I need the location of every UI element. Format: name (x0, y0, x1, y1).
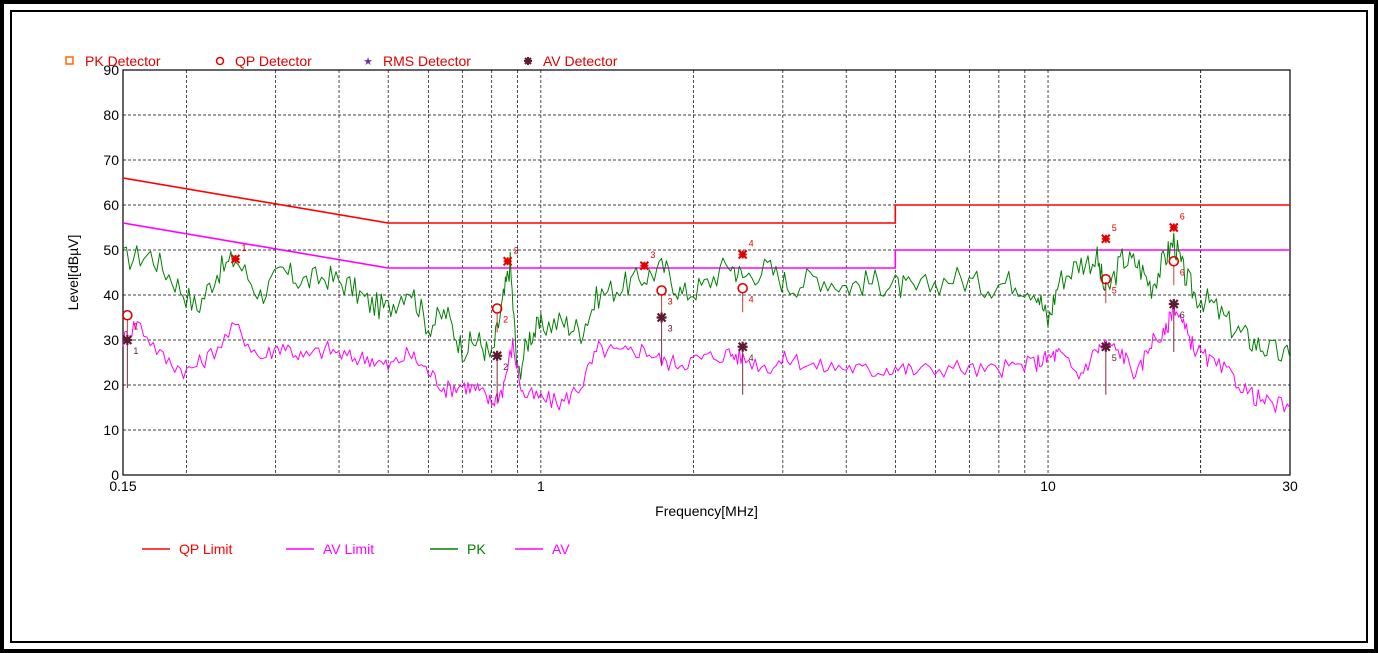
legends: PK Detector QP Detector ★ RMS Detector AV De… (65, 53, 618, 557)
y-axis-title: Level[dBµV] (65, 235, 81, 311)
y-tick-label: 60 (103, 197, 119, 213)
pk-marker-label: 3 (650, 250, 655, 260)
legend-pk-detector-icon (65, 56, 74, 65)
qp-marker-label: 2 (503, 315, 508, 325)
plot-border (122, 69, 1291, 476)
x-tick-label: 30 (1282, 478, 1298, 494)
x-tick-label: 0.15 (109, 478, 136, 494)
qp-marker (491, 303, 503, 314)
legend-bottom-label: AV Limit (323, 541, 374, 557)
legend-bottom-label: QP Limit (179, 541, 233, 557)
av-marker-label: 3 (668, 324, 673, 334)
plot-area (123, 70, 1290, 475)
av-marker (656, 312, 667, 323)
qp-marker (122, 309, 133, 321)
limit-line-qp-limit (122, 177, 1290, 224)
legend-qp-detector-icon (215, 56, 225, 66)
av-marker (122, 335, 133, 345)
qp-marker-label: 5 (1112, 285, 1117, 295)
series-line-av (122, 301, 1291, 413)
pk-marker-label: 4 (749, 239, 754, 249)
limit-lines (122, 177, 1290, 269)
legend-top-label: PK Detector (85, 53, 161, 69)
y-tick-label: 10 (103, 422, 119, 438)
legend-bottom-label: AV (552, 541, 570, 557)
detector-markers: 1 2 3 4 5 6 1 2 3 4 5 6 1 2 3 4 5 6 (122, 212, 1185, 404)
pk-marker-label: 5 (1112, 223, 1117, 233)
qp-marker-label: 4 (749, 294, 754, 304)
av-marker-label: 5 (1112, 353, 1117, 363)
legend-top-label: QP Detector (235, 53, 312, 69)
legend-bottom-label: PK (467, 541, 486, 557)
y-tick-label: 70 (103, 152, 119, 168)
y-tick-label: 30 (103, 332, 119, 348)
qp-marker-label: 6 (1180, 267, 1185, 277)
chart-frame-inner (10, 10, 1368, 643)
qp-marker (656, 285, 667, 296)
av-marker-label: 2 (503, 362, 508, 372)
limit-line-av-limit (122, 222, 1290, 269)
pk-marker (502, 256, 513, 266)
pk-marker (639, 261, 650, 271)
x-tick-label: 10 (1040, 478, 1056, 494)
y-tick-label: 0 (111, 467, 119, 483)
av-marker-label: 6 (1180, 310, 1185, 320)
pk-marker (1101, 234, 1111, 244)
av-marker (492, 350, 503, 361)
pk-marker (737, 249, 748, 260)
legend-top-label: AV Detector (543, 53, 618, 69)
y-tick-label: 90 (103, 62, 119, 78)
y-tick-label: 80 (103, 107, 119, 123)
x-axis-title: Frequency[MHz] (655, 503, 758, 519)
series-line-pk (122, 232, 1291, 380)
legend-top-label: RMS Detector (383, 53, 471, 69)
pk-marker-label: 1 (242, 243, 247, 253)
y-tick-label: 40 (103, 287, 119, 303)
av-marker-label: 1 (133, 346, 138, 356)
av-marker (1100, 341, 1111, 352)
pk-marker (1169, 222, 1179, 233)
qp-marker (737, 282, 748, 294)
pk-marker-label: 2 (514, 245, 519, 255)
y-tick-label: 50 (103, 242, 119, 258)
qp-marker-label: 1 (133, 321, 138, 331)
pk-marker (230, 254, 241, 264)
qp-marker-label: 3 (668, 297, 673, 307)
axes: 0 10 20 30 40 50 60 70 80 90 0.15 1 10 30 Frequency[MH… (65, 62, 1298, 519)
pk-marker-label: 6 (1180, 212, 1185, 222)
av-marker (737, 341, 748, 352)
av-marker-label: 4 (749, 353, 754, 363)
series-lines (122, 232, 1291, 413)
qp-marker (1168, 255, 1180, 267)
y-tick-label: 20 (103, 377, 119, 393)
grid (122, 69, 1291, 476)
x-tick-label: 1 (537, 478, 545, 494)
legend-rms-detector-icon: ★ (363, 56, 373, 68)
av-marker (1168, 299, 1179, 309)
legend-av-detector-icon (524, 57, 532, 65)
qp-marker (1100, 273, 1112, 285)
